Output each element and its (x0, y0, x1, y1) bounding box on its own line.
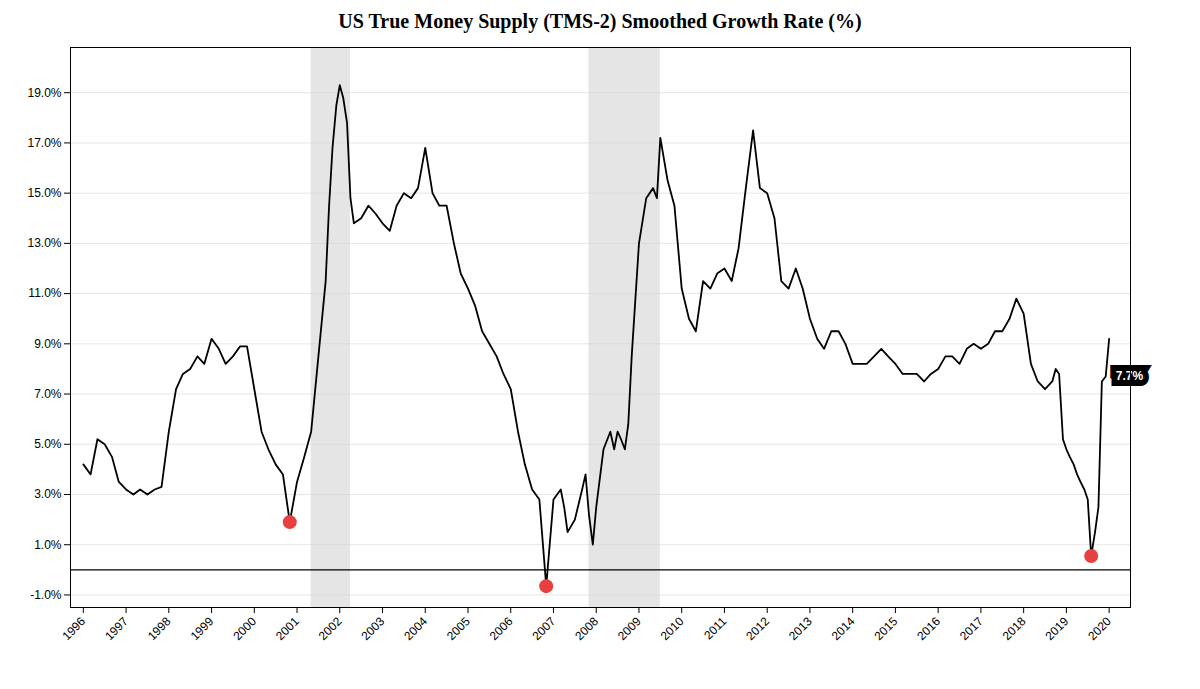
svg-text:2016: 2016 (914, 614, 943, 643)
svg-text:2011: 2011 (701, 614, 729, 642)
svg-text:1999: 1999 (188, 614, 217, 643)
svg-text:2013: 2013 (786, 614, 815, 643)
svg-text:2003: 2003 (359, 614, 388, 643)
svg-text:19.0%: 19.0% (27, 86, 61, 100)
svg-text:2015: 2015 (871, 614, 900, 643)
svg-text:-1.0%: -1.0% (30, 588, 62, 602)
svg-text:5.0%: 5.0% (34, 437, 62, 451)
svg-text:1998: 1998 (145, 614, 174, 643)
svg-text:7.0%: 7.0% (34, 387, 62, 401)
svg-text:1997: 1997 (102, 614, 131, 643)
svg-text:2000: 2000 (230, 614, 259, 643)
svg-text:2012: 2012 (743, 614, 772, 643)
html-text:US True Money Supply (TMS-2) S: US True Money Supply (TMS-2) Smoothed Gr… (338, 10, 862, 32)
svg-text:2005: 2005 (444, 614, 473, 643)
svg-text:17.0%: 17.0% (27, 136, 61, 150)
svg-text:1996: 1996 (59, 614, 88, 643)
svg-text:2018: 2018 (1000, 614, 1029, 643)
svg-text:2017: 2017 (957, 614, 986, 643)
svg-text:2014: 2014 (829, 614, 858, 643)
svg-text:2004: 2004 (401, 614, 430, 643)
svg-text:11.0%: 11.0% (28, 286, 61, 300)
svg-text:2010: 2010 (658, 614, 687, 643)
svg-text:2002: 2002 (316, 614, 345, 643)
svg-text:13.0%: 13.0% (27, 236, 61, 250)
svg-text:2009: 2009 (615, 614, 644, 643)
svg-text:2008: 2008 (572, 614, 601, 643)
svg-text:2001: 2001 (273, 614, 302, 643)
svg-text:15.0%: 15.0% (27, 186, 61, 200)
svg-text:2019: 2019 (1042, 614, 1071, 643)
svg-text:3.0%: 3.0% (34, 487, 62, 501)
svg-text:9.0%: 9.0% (34, 337, 62, 351)
svg-text:2020: 2020 (1085, 614, 1114, 643)
svg-text:7.7%: 7.7% (1116, 369, 1144, 383)
svg-text:1.0%: 1.0% (34, 538, 62, 552)
svg-text:2007: 2007 (530, 614, 559, 643)
svg-text:2006: 2006 (487, 614, 516, 643)
